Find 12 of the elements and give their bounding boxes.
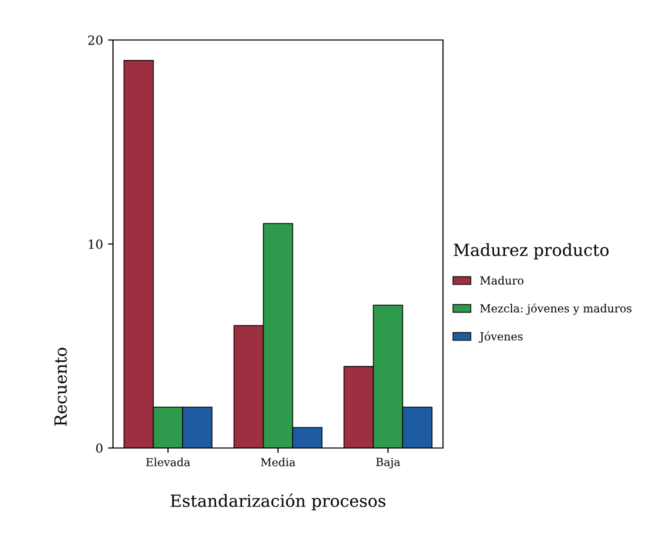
x-tick-label: Media bbox=[260, 458, 296, 466]
legend-label: Mezcla: jóvenes y maduros bbox=[480, 303, 632, 315]
y-tick-label: 0 bbox=[96, 443, 102, 453]
y-tick-label: 20 bbox=[88, 35, 102, 45]
legend-label: Maduro bbox=[480, 276, 524, 285]
x-tick-label: Baja bbox=[376, 458, 400, 468]
legend-title: Madurez producto bbox=[454, 243, 609, 260]
x-axis-title: Estandarización procesos bbox=[170, 493, 386, 510]
y-axis-title: Recuento bbox=[54, 348, 67, 426]
x-tick-label: Elevada bbox=[146, 458, 190, 466]
y-tick-label: 10 bbox=[88, 239, 102, 249]
legend-label: Jóvenes bbox=[478, 331, 523, 343]
